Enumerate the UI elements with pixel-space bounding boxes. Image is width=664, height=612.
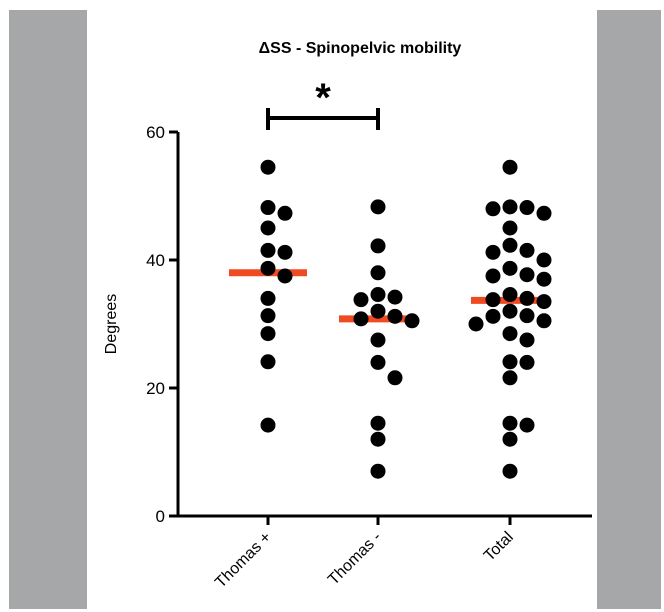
- y-tick-label: 40: [146, 251, 165, 270]
- data-point: [277, 205, 293, 221]
- data-point: [519, 308, 535, 324]
- data-point: [485, 268, 501, 284]
- data-point: [387, 289, 403, 305]
- data-point: [502, 415, 518, 431]
- x-tick-label: Total: [481, 529, 517, 565]
- data-point: [260, 308, 276, 324]
- data-point: [370, 354, 386, 370]
- data-point: [260, 326, 276, 342]
- data-point: [502, 220, 518, 236]
- data-point: [260, 200, 276, 216]
- data-point: [260, 242, 276, 258]
- data-point: [387, 308, 403, 324]
- data-point: [468, 316, 484, 332]
- data-point: [502, 370, 518, 386]
- data-point: [536, 205, 552, 221]
- x-tick-labels: Thomas + Thomas - Total: [212, 529, 517, 592]
- significance-asterisk: *: [315, 76, 331, 120]
- data-point: [485, 292, 501, 308]
- data-points: [260, 159, 552, 479]
- data-point: [519, 242, 535, 258]
- y-axis-label: Degrees: [103, 294, 120, 354]
- data-point: [536, 294, 552, 310]
- data-point: [519, 417, 535, 433]
- data-point: [519, 354, 535, 370]
- data-point: [387, 370, 403, 386]
- data-point: [519, 267, 535, 283]
- data-point: [260, 159, 276, 175]
- data-point: [519, 290, 535, 306]
- data-point: [277, 268, 293, 284]
- data-point: [536, 271, 552, 287]
- data-point: [536, 252, 552, 268]
- data-point: [370, 415, 386, 431]
- data-point: [502, 354, 518, 370]
- data-point: [260, 417, 276, 433]
- data-point: [370, 463, 386, 479]
- data-point: [485, 244, 501, 260]
- data-point: [370, 199, 386, 215]
- data-point: [370, 303, 386, 319]
- data-point: [502, 431, 518, 447]
- y-tick-label: 0: [156, 507, 165, 526]
- data-point: [536, 313, 552, 329]
- data-point: [519, 200, 535, 216]
- data-point: [502, 199, 518, 215]
- data-point: [370, 265, 386, 281]
- data-point: [502, 287, 518, 303]
- x-tick-label: Thomas +: [212, 529, 275, 592]
- data-point: [260, 260, 276, 276]
- x-tick-label: Thomas -: [325, 529, 385, 589]
- data-point: [370, 431, 386, 447]
- data-point: [485, 308, 501, 324]
- data-point: [485, 201, 501, 217]
- axes: 0 20 40 60: [146, 123, 592, 526]
- data-point: [260, 290, 276, 306]
- data-point: [502, 159, 518, 175]
- data-point: [502, 237, 518, 253]
- y-tick-label: 20: [146, 379, 165, 398]
- significance-bracket: *: [266, 76, 380, 130]
- data-point: [502, 463, 518, 479]
- data-point: [370, 238, 386, 254]
- right-gray-band: [597, 10, 661, 609]
- y-tick-label: 60: [146, 123, 165, 142]
- data-point: [370, 332, 386, 348]
- data-point: [353, 311, 369, 327]
- data-point: [502, 326, 518, 342]
- left-gray-band: [9, 10, 87, 609]
- data-point: [502, 303, 518, 319]
- data-point: [502, 260, 518, 276]
- data-point: [277, 244, 293, 260]
- data-point: [519, 332, 535, 348]
- data-point: [260, 354, 276, 370]
- data-point: [370, 287, 386, 303]
- data-point: [404, 313, 420, 329]
- data-point: [353, 292, 369, 308]
- data-point: [260, 220, 276, 236]
- chart-title: ΔSS - Spinopelvic mobility: [259, 40, 462, 57]
